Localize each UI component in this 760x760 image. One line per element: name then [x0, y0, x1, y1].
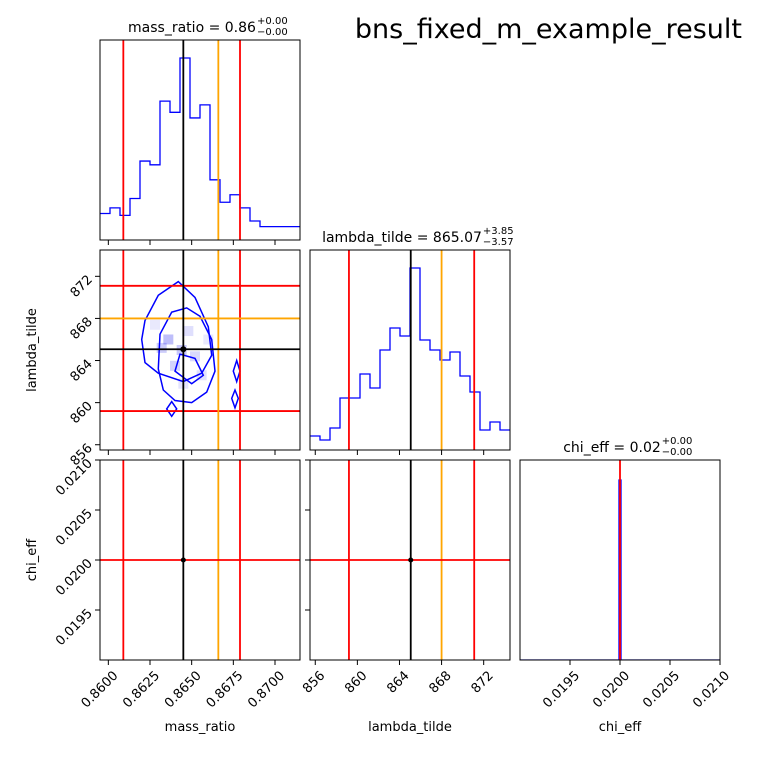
x-tick-label-mass_ratio: 0.8625 — [120, 668, 163, 711]
title-chi_eff: chi_eff = 0.02 — [563, 440, 661, 456]
x-axis-label-lambda_tilde: lambda_tilde — [368, 720, 452, 735]
title-lambda_tilde: lambda_tilde = 865.07 — [322, 230, 482, 246]
title-lambda_tilde-minus: −3.57 — [483, 237, 514, 248]
median-marker — [408, 557, 414, 563]
density-cell — [190, 351, 200, 362]
x-tick-label-mass_ratio: 0.8675 — [204, 668, 247, 711]
median-marker — [180, 557, 186, 563]
x-axis-label-mass_ratio: mass_ratio — [165, 720, 236, 735]
density-cell — [150, 319, 160, 330]
title-chi_eff-plus: +0.00 — [662, 436, 693, 447]
x-tick-label-lambda_tilde: 864 — [384, 668, 412, 696]
title-mass_ratio: mass_ratio = 0.86 — [128, 20, 256, 36]
title-mass_ratio-minus: −0.00 — [257, 27, 288, 38]
contour-level-2 — [174, 353, 205, 385]
panel-frame-1-1 — [309, 249, 511, 451]
x-tick-label-mass_ratio: 0.8700 — [245, 668, 288, 711]
density-cell — [196, 370, 207, 381]
x-tick-label-chi_eff: 0.0200 — [590, 668, 633, 711]
figure-title: bns_fixed_m_example_result — [355, 14, 742, 45]
contour-level-4 — [230, 387, 240, 411]
x-tick-label-chi_eff: 0.0210 — [690, 668, 733, 711]
contour-level-0 — [157, 307, 216, 404]
x-tick-label-lambda_tilde: 856 — [300, 668, 328, 696]
density-cell — [156, 342, 167, 353]
contour-level-5 — [165, 400, 178, 418]
x-tick-label-lambda_tilde: 868 — [426, 668, 454, 696]
title-mass_ratio-plus: +0.00 — [257, 16, 288, 27]
panel-frame-0-0 — [99, 39, 301, 241]
x-tick-label-lambda_tilde: 872 — [469, 668, 497, 696]
title-chi_eff-minus: −0.00 — [662, 447, 693, 458]
y-tick-label-lambda_tilde: 864 — [68, 357, 96, 385]
contour-level-3 — [232, 358, 241, 385]
y-axis-label-lambda_tilde: lambda_tilde — [25, 308, 40, 392]
x-tick-label-mass_ratio: 0.8650 — [162, 668, 205, 711]
scatter-panel-mass-ratio-lambda-tilde — [100, 250, 300, 450]
y-tick-label-lambda_tilde: 868 — [68, 315, 96, 343]
x-axis-label-chi_eff: chi_eff — [599, 720, 642, 735]
histogram-mass_ratio — [100, 57, 300, 228]
contour-level-1 — [140, 280, 213, 383]
hist-panel-lambda_tilde — [310, 250, 510, 450]
density-cell — [163, 334, 174, 345]
panel-frame-1-0 — [99, 249, 301, 451]
density-cell — [203, 334, 214, 345]
density-cell — [183, 326, 194, 337]
y-tick-label-chi_eff: 0.0205 — [53, 506, 96, 549]
median-marker — [180, 346, 187, 353]
x-tick-label-lambda_tilde: 860 — [342, 668, 370, 696]
hist-panel-mass_ratio — [100, 40, 300, 240]
scatter-panel-mass_ratio-chi-eff — [100, 460, 300, 660]
y-tick-label-chi_eff: 0.0195 — [53, 606, 96, 649]
scatter-panel-lambda_tilde-chi-eff — [310, 460, 510, 660]
title-lambda_tilde-plus: +3.85 — [483, 226, 514, 237]
hist-panel-chi_eff — [520, 460, 720, 660]
x-tick-label-chi_eff: 0.0195 — [540, 668, 583, 711]
y-tick-label-lambda_tilde: 872 — [68, 273, 96, 301]
x-tick-label-mass_ratio: 0.8600 — [79, 668, 122, 711]
y-tick-label-chi_eff: 0.0200 — [53, 556, 96, 599]
density-cell — [170, 360, 180, 371]
y-tick-label-lambda_tilde: 860 — [68, 399, 96, 427]
x-tick-label-chi_eff: 0.0205 — [640, 668, 683, 711]
y-axis-label-chi_eff: chi_eff — [25, 538, 40, 581]
